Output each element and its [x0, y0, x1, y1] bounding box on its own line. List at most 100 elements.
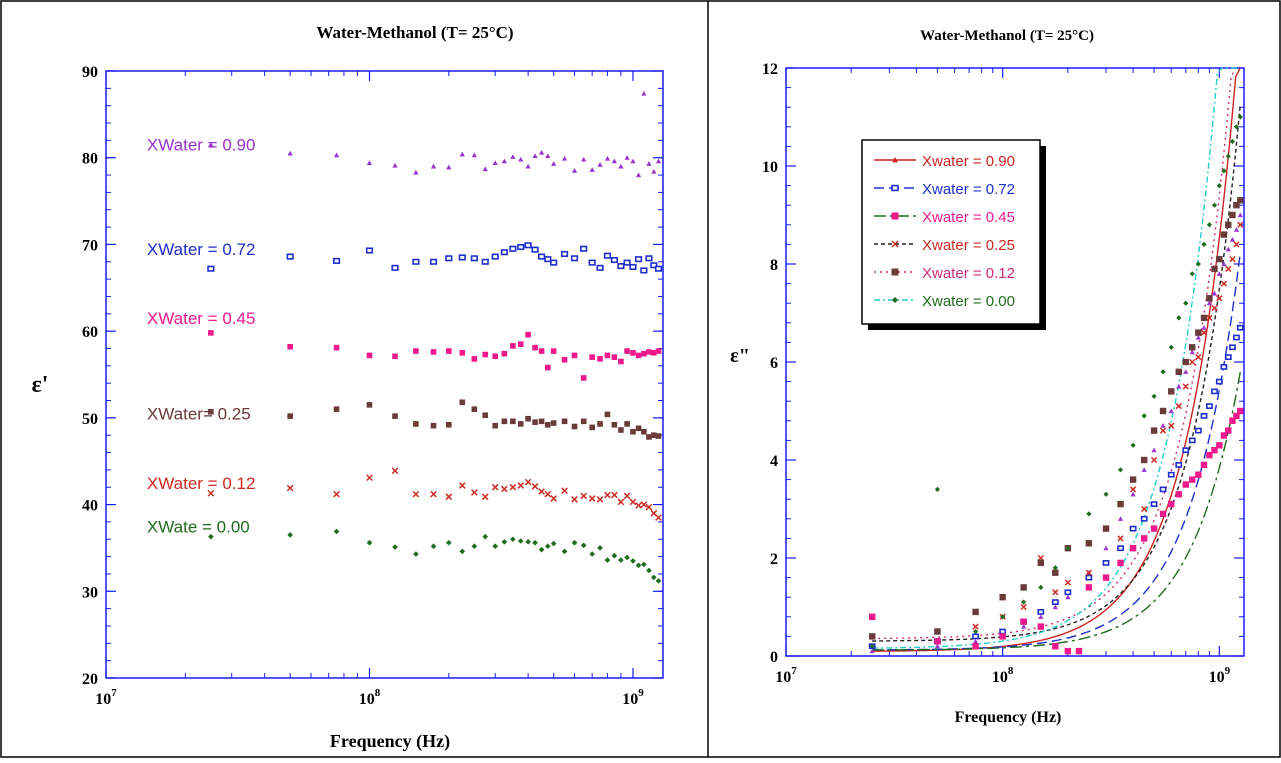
- data-point: [1195, 329, 1202, 336]
- y-tick-label: 80: [82, 151, 98, 168]
- data-point: [618, 163, 624, 169]
- data-point: [624, 348, 630, 354]
- data-point: [597, 421, 603, 427]
- data-point: [471, 406, 478, 412]
- data-point: [1216, 255, 1223, 263]
- data-point: [491, 253, 499, 260]
- data-point: [1206, 300, 1212, 306]
- data-point: [580, 542, 587, 549]
- data-point: [531, 246, 539, 253]
- data-point: [646, 161, 652, 166]
- data-point: [391, 264, 399, 271]
- data-point: [618, 358, 624, 365]
- data-point: [655, 578, 662, 584]
- data-point: [1233, 124, 1240, 130]
- data-point: [560, 250, 569, 258]
- legend-marker: [892, 297, 898, 303]
- data-point: [1167, 471, 1175, 478]
- data-point: [1229, 344, 1236, 351]
- data-point: [1237, 212, 1243, 218]
- data-point: [501, 350, 508, 357]
- data-point: [482, 412, 489, 419]
- data-point: [1200, 314, 1208, 322]
- data-point: [491, 483, 499, 491]
- data-point: [538, 418, 545, 425]
- data-point: [532, 153, 538, 159]
- data-point: [1225, 246, 1231, 252]
- data-point: [446, 421, 452, 428]
- data-point: [1220, 231, 1228, 238]
- data-point: [934, 486, 941, 492]
- chart-right-title: Water-Methanol (T= 25°C): [920, 28, 1094, 44]
- data-point: [413, 169, 419, 175]
- data-point: [525, 163, 531, 169]
- data-point: [445, 255, 453, 262]
- data-point: [611, 421, 618, 428]
- data-point: [1206, 451, 1213, 459]
- data-point: [1211, 290, 1218, 296]
- data-point: [1141, 505, 1148, 513]
- data-point: [459, 151, 465, 157]
- data-point: [1200, 413, 1208, 419]
- data-point: [635, 352, 642, 359]
- y-tick-label: 60: [82, 324, 98, 341]
- data-point: [1224, 354, 1232, 360]
- data-point: [1233, 227, 1240, 232]
- y-tick-label: 90: [82, 64, 98, 81]
- data-point: [509, 483, 517, 491]
- data-point: [561, 155, 568, 161]
- data-point: [1064, 579, 1072, 586]
- y-tick-label: 50: [82, 411, 98, 428]
- data-point: [517, 341, 524, 347]
- series-label: XWater = 0.45: [147, 309, 256, 328]
- data-point: [287, 343, 293, 350]
- data-point: [550, 348, 557, 354]
- data-point: [544, 543, 551, 549]
- data-point: [538, 546, 545, 553]
- data-point: [561, 356, 568, 363]
- data-point: [1129, 545, 1137, 552]
- chart-right-ticks: 107 108 109 0 2 4 6 8 10 12: [762, 61, 1244, 686]
- data-point: [1229, 138, 1236, 145]
- data-point: [391, 467, 399, 475]
- y-tick-label: 12: [762, 61, 778, 78]
- legend-label: Xwater = 0.25: [922, 237, 1015, 254]
- data-point: [492, 543, 499, 549]
- data-point: [1000, 614, 1006, 620]
- data-point: [1201, 325, 1207, 330]
- data-point: [972, 628, 979, 635]
- data-point: [651, 574, 657, 581]
- data-point: [532, 539, 538, 546]
- data-point: [630, 158, 636, 164]
- data-point: [1117, 467, 1124, 473]
- data-point: [1175, 491, 1182, 498]
- data-point: [1195, 353, 1202, 361]
- data-point: [650, 262, 658, 269]
- data-point: [509, 245, 517, 252]
- fit-curve: [872, 104, 1241, 642]
- data-point: [1052, 569, 1059, 576]
- data-point: [544, 490, 552, 498]
- data-point: [492, 160, 498, 165]
- y-tick-label: 70: [82, 237, 98, 254]
- data-point: [430, 422, 437, 429]
- data-point: [641, 350, 647, 357]
- data-point: [588, 259, 596, 266]
- data-point: [1211, 447, 1218, 454]
- data-point: [1175, 368, 1182, 375]
- data-point: [645, 503, 653, 511]
- data-point: [538, 488, 545, 495]
- data-point: [581, 156, 587, 162]
- chart-left-marks: [207, 90, 663, 584]
- data-point: [459, 399, 466, 406]
- data-point: [869, 633, 876, 640]
- legend-label: Xwater = 0.00: [922, 293, 1015, 310]
- data-point: [1216, 271, 1222, 276]
- data-point: [999, 594, 1006, 601]
- data-point: [1037, 559, 1045, 567]
- data-point: [1103, 545, 1109, 551]
- data-point: [589, 551, 595, 557]
- data-point: [618, 557, 624, 563]
- legend-marker: [891, 184, 899, 192]
